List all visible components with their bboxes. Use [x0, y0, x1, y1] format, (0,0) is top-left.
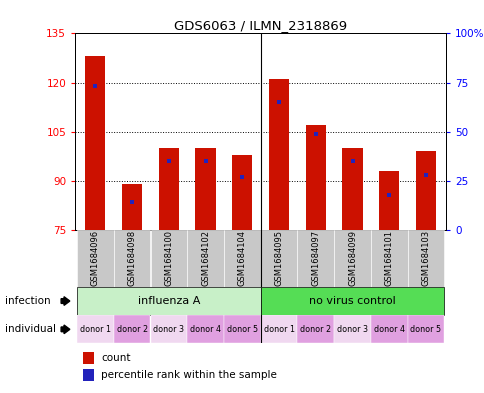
Point: [311, 130, 319, 137]
Bar: [195, 148, 215, 230]
Bar: [150, 230, 187, 287]
Point: [201, 158, 209, 164]
Text: GSM1684104: GSM1684104: [237, 230, 246, 286]
Bar: [187, 315, 224, 343]
Bar: [158, 148, 179, 230]
Bar: [77, 315, 113, 343]
Bar: [305, 125, 325, 230]
Point: [274, 99, 282, 105]
Bar: [260, 230, 297, 287]
Text: donor 1: donor 1: [263, 325, 294, 334]
Text: GSM1684102: GSM1684102: [201, 230, 210, 286]
Point: [91, 83, 99, 90]
Bar: [260, 287, 443, 315]
Text: donor 3: donor 3: [153, 325, 184, 334]
Text: GSM1684103: GSM1684103: [421, 230, 430, 286]
Text: GSM1684097: GSM1684097: [311, 230, 319, 286]
Text: GSM1684101: GSM1684101: [384, 230, 393, 286]
Bar: [407, 230, 443, 287]
Text: donor 4: donor 4: [373, 325, 404, 334]
Bar: [150, 315, 187, 343]
Bar: [269, 79, 288, 230]
Text: donor 3: donor 3: [336, 325, 367, 334]
Bar: [224, 315, 260, 343]
Text: count: count: [101, 353, 130, 363]
Bar: [415, 151, 435, 230]
Title: GDS6063 / ILMN_2318869: GDS6063 / ILMN_2318869: [174, 19, 347, 32]
Text: GSM1684098: GSM1684098: [127, 230, 136, 286]
Bar: [370, 315, 407, 343]
Text: donor 5: donor 5: [409, 325, 440, 334]
Bar: [333, 315, 370, 343]
Bar: [224, 230, 260, 287]
Text: GSM1684095: GSM1684095: [274, 230, 283, 286]
Point: [421, 172, 429, 178]
Bar: [85, 56, 105, 230]
Text: GSM1684099: GSM1684099: [348, 230, 356, 286]
Text: GSM1684096: GSM1684096: [91, 230, 100, 286]
Bar: [82, 352, 93, 364]
Bar: [370, 230, 407, 287]
Bar: [82, 369, 93, 381]
Text: donor 1: donor 1: [80, 325, 111, 334]
Bar: [260, 315, 297, 343]
Point: [238, 174, 246, 180]
Bar: [77, 287, 260, 315]
Text: infection: infection: [5, 296, 50, 306]
Bar: [77, 230, 113, 287]
Point: [348, 158, 356, 164]
Point: [385, 191, 393, 198]
FancyArrow shape: [61, 325, 70, 334]
Text: percentile rank within the sample: percentile rank within the sample: [101, 370, 276, 380]
Bar: [378, 171, 398, 230]
Text: GSM1684100: GSM1684100: [164, 230, 173, 286]
Bar: [297, 230, 333, 287]
Bar: [333, 230, 370, 287]
Text: individual: individual: [5, 324, 56, 334]
Text: donor 2: donor 2: [116, 325, 147, 334]
Text: donor 5: donor 5: [227, 325, 257, 334]
Point: [128, 199, 136, 206]
FancyArrow shape: [61, 297, 70, 305]
Point: [165, 158, 172, 164]
Bar: [342, 148, 362, 230]
Text: influenza A: influenza A: [137, 296, 199, 306]
Bar: [114, 315, 150, 343]
Text: donor 4: donor 4: [190, 325, 221, 334]
Bar: [187, 230, 224, 287]
Bar: [407, 315, 443, 343]
Bar: [114, 230, 150, 287]
Text: donor 2: donor 2: [300, 325, 331, 334]
Bar: [232, 154, 252, 230]
Bar: [122, 184, 142, 230]
Bar: [297, 315, 333, 343]
Text: no virus control: no virus control: [308, 296, 395, 306]
